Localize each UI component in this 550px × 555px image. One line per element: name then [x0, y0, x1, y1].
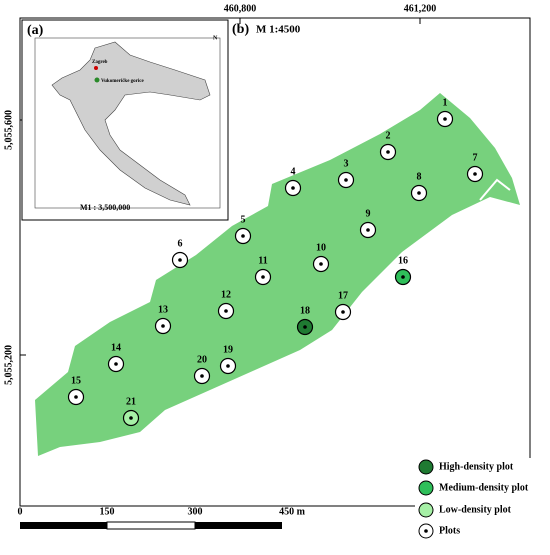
legend: High-density plot Medium-density plot Lo…: [415, 458, 545, 548]
panel-label: (a): [27, 23, 44, 38]
plot-center: [344, 178, 348, 182]
site-marker: [94, 77, 100, 83]
boundary-cut: [479, 178, 511, 201]
scale-segment: [195, 522, 282, 529]
plot-center: [341, 310, 345, 314]
scale-label: 0: [18, 506, 23, 517]
legend-box: [415, 458, 545, 548]
plot-label: 2: [386, 130, 391, 141]
plot-center: [303, 325, 307, 329]
plot-center: [178, 258, 182, 262]
y-tick-label: 5,055,200: [3, 345, 14, 385]
inset: Zagreb Vukomeričke gorice M1 : 3,500,000…: [21, 19, 229, 221]
plot-center: [401, 275, 405, 279]
plot-label: 20: [197, 354, 207, 365]
plot-center: [200, 374, 204, 378]
country-shape: [51, 41, 211, 206]
legend-dot: [424, 529, 428, 533]
map-scale: M 1:4500: [256, 24, 301, 36]
legend-label: High-density plot: [439, 461, 514, 472]
plot-center: [161, 324, 165, 328]
scale-segment: [106, 521, 196, 530]
plot-label: 9: [366, 208, 371, 219]
plot-center: [261, 275, 265, 279]
plot-label: 5: [241, 214, 246, 225]
panel-label: (b): [232, 22, 249, 37]
legend-label: Medium-density plot: [439, 482, 529, 493]
plot-center: [291, 186, 295, 190]
plot-center: [417, 191, 421, 195]
plot-center: [114, 362, 118, 366]
plot-label: 15: [71, 375, 81, 386]
plot-center: [74, 395, 78, 399]
legend-label: Low-density plot: [439, 504, 512, 515]
plot-center: [473, 172, 477, 176]
plot-label: 17: [338, 290, 348, 301]
plot-label: 13: [158, 304, 168, 315]
plot-center: [386, 150, 390, 154]
y-tick-label: 5,055,600: [3, 110, 14, 150]
plot-center: [241, 234, 245, 238]
plot-center: [366, 228, 370, 232]
north-arrow: N: [213, 35, 218, 41]
plot-label: 3: [344, 158, 349, 169]
legend-label: Plots: [439, 525, 460, 536]
plot-center: [129, 416, 133, 420]
plot-label: 21: [126, 396, 136, 407]
plot-label: 11: [258, 255, 267, 266]
city-label: Vukomeričke gorice: [101, 79, 145, 84]
plot-label: 12: [221, 289, 231, 300]
plot-center: [319, 262, 323, 266]
plot-label: 18: [300, 305, 310, 316]
scale-bar: 0 150 300 450 m: [18, 506, 306, 530]
city-label: Zagreb: [92, 60, 108, 65]
x-tick-label: 461,200: [404, 3, 437, 14]
legend-medium: [418, 480, 434, 496]
plot-center: [224, 309, 228, 313]
scale-label: 300: [188, 506, 203, 517]
plot-center: [226, 364, 230, 368]
plot-label: 14: [111, 342, 121, 353]
plot-label: 16: [398, 255, 408, 266]
plot-label: 6: [178, 238, 183, 249]
scale-label: 150: [100, 506, 115, 517]
legend-low: [418, 502, 434, 518]
plot-label: 10: [316, 242, 326, 253]
city-marker: [94, 66, 98, 70]
plot-label: 8: [417, 171, 422, 182]
plot-label: 1: [443, 97, 448, 108]
scale-segment: [20, 522, 107, 529]
study-area: [35, 93, 520, 456]
plot-center: [443, 117, 447, 121]
x-tick-label: 460,800: [224, 3, 257, 14]
plot-label: 4: [291, 166, 296, 177]
legend-high: [418, 459, 434, 475]
scale-label: 450 m: [279, 506, 306, 517]
plot-label: 7: [473, 152, 478, 163]
inset-scale: M1 : 3,500,000: [80, 203, 130, 212]
plot-label: 19: [223, 344, 233, 355]
